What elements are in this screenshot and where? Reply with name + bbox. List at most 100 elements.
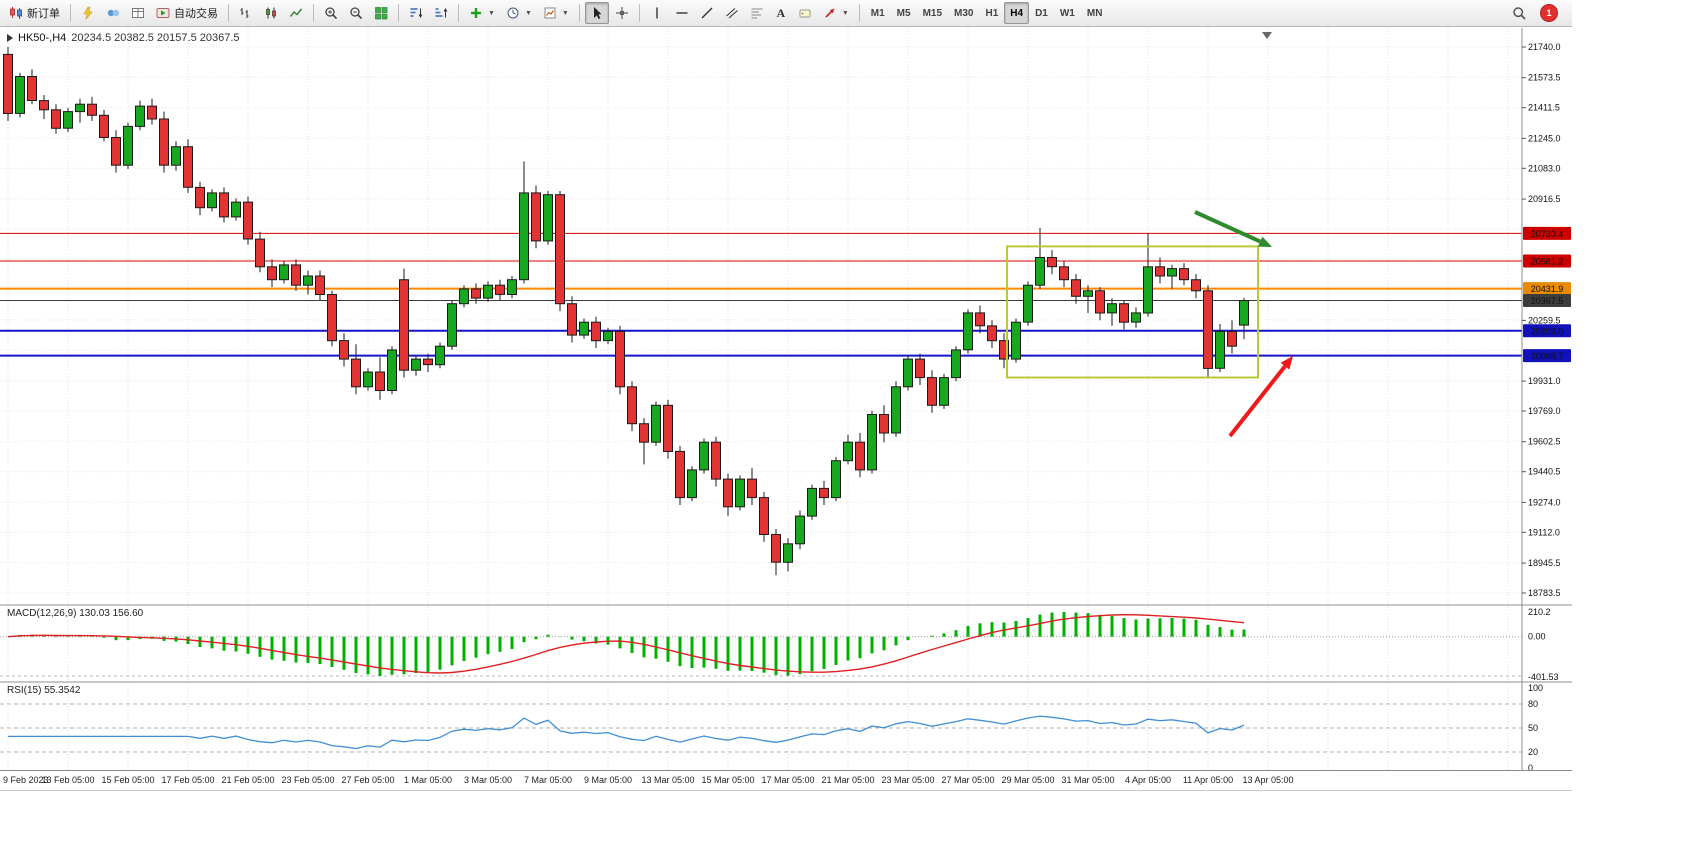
autotrading-label: 自动交易 — [174, 8, 218, 20]
template-icon — [544, 7, 556, 19]
green-down-arrow[interactable] — [1194, 210, 1272, 247]
timeframe-button-w1[interactable]: W1 — [1054, 2, 1081, 24]
new-order-label: 新订单 — [27, 8, 60, 20]
vertical-line-tool-button[interactable] — [645, 2, 669, 24]
line-chart-button[interactable] — [284, 2, 308, 24]
fibonacci-icon — [751, 8, 763, 19]
zoom-out-button[interactable] — [344, 2, 368, 24]
zoom-out-icon — [350, 7, 363, 20]
notification-badge[interactable]: 1 — [1540, 4, 1558, 22]
candlestick-chart-button[interactable] — [259, 2, 283, 24]
highlight-box[interactable] — [1006, 245, 1259, 379]
notification-count: 1 — [1546, 8, 1552, 18]
new-order-icon — [10, 7, 22, 19]
text-tool-button[interactable]: A — [770, 2, 792, 24]
crosshair-button[interactable] — [610, 2, 634, 24]
time-axis-label: 17 Feb 05:00 — [161, 775, 215, 785]
timeframe-button-h4[interactable]: H4 — [1004, 2, 1030, 24]
autotrading-button[interactable]: 自动交易 — [151, 2, 223, 24]
time-axis-label: 9 Mar 05:00 — [583, 775, 633, 785]
templates-button[interactable]: ▼ — [538, 2, 574, 24]
timeframe-button-m1[interactable]: M1 — [865, 2, 891, 24]
periods-button[interactable]: ▼ — [501, 2, 537, 24]
price-scale-label: 20916.5 — [1528, 194, 1561, 204]
new-order-button[interactable]: 新订单 — [4, 2, 65, 24]
arrange-windows-button[interactable] — [404, 2, 428, 24]
time-axis-label: 1 Mar 05:00 — [403, 775, 453, 785]
time-axis-label: 21 Mar 05:00 — [821, 775, 875, 785]
candlestick-chart-icon — [266, 7, 276, 19]
fibonacci-tool-button[interactable] — [745, 2, 769, 24]
channel-tool-button[interactable] — [720, 2, 744, 24]
time-axis-label: 27 Mar 05:00 — [941, 775, 995, 785]
time-axis-label: 11 Apr 05:00 — [1182, 775, 1234, 785]
time-axis-label: 21 Feb 05:00 — [221, 775, 275, 785]
price-scale-label: 21740.0 — [1528, 42, 1561, 52]
price-scale-label: 19602.5 — [1528, 437, 1561, 447]
time-axis-label: 17 Mar 05:00 — [761, 775, 815, 785]
trendline-tool-button[interactable] — [695, 2, 719, 24]
zoom-in-button[interactable] — [319, 2, 343, 24]
metaeditor-icon — [83, 6, 93, 20]
rsi-scale-label: 0 — [1528, 763, 1533, 770]
zoom-in-icon — [325, 7, 338, 20]
time-axis-label: 4 Apr 05:00 — [1124, 775, 1172, 785]
timeframe-group: M1 M5 M15 M30 H1 H4 D1 W1 MN — [865, 2, 1109, 24]
add-indicator-icon — [471, 8, 481, 18]
search-button[interactable] — [1507, 2, 1532, 24]
arrows-tool-button[interactable]: ▼ — [818, 2, 854, 24]
macd-histogram — [18, 612, 1246, 676]
timeframe-button-m30[interactable]: M30 — [948, 2, 979, 24]
chart-canvas[interactable]: 21740.0 21573.5 21411.5 21245.0 21083.0 20916… — [0, 28, 1572, 770]
metaeditor-button[interactable] — [76, 2, 100, 24]
label-tool-button[interactable] — [793, 2, 817, 24]
horizontal-line-tool-button[interactable] — [670, 2, 694, 24]
timeframe-button-d1[interactable]: D1 — [1029, 2, 1054, 24]
add-indicator-button[interactable]: ▼ — [464, 2, 500, 24]
time-axis-label: 15 Mar 05:00 — [701, 775, 755, 785]
red-up-arrow[interactable] — [1228, 356, 1293, 438]
data-window-icon — [132, 8, 144, 18]
chart-shift-marker[interactable] — [1262, 32, 1272, 39]
dropdown-caret-icon: ▼ — [488, 9, 495, 17]
price-line-badge: 20431.9 — [1531, 284, 1564, 294]
text-tool-icon: A — [776, 5, 786, 20]
price-scale[interactable] — [1522, 28, 1572, 770]
price-line-badge: 20730.4 — [1531, 229, 1564, 239]
tile-windows-button[interactable] — [369, 2, 393, 24]
bar-chart-button[interactable] — [234, 2, 258, 24]
macd-signal-line — [7, 613, 1245, 674]
rsi-scale-label: 20 — [1528, 747, 1538, 757]
rsi-scale-label: 80 — [1528, 699, 1538, 709]
cascade-windows-button[interactable] — [429, 2, 453, 24]
time-axis[interactable]: 9 Feb 2023 13 Feb 05:00 15 Feb 05:00 17 Feb… — [0, 770, 1572, 791]
cascade-windows-icon — [435, 8, 448, 18]
timeframe-button-m15[interactable]: M15 — [917, 2, 948, 24]
toolbar-separator — [578, 4, 580, 22]
price-scale-label: 19931.0 — [1528, 376, 1561, 386]
toolbar-separator — [398, 4, 399, 22]
timeframe-button-m5[interactable]: M5 — [891, 2, 917, 24]
price-scale-label: 21411.5 — [1528, 103, 1560, 113]
data-window-button[interactable] — [126, 2, 150, 24]
time-axis-label: 27 Feb 05:00 — [341, 775, 395, 785]
profiles-button[interactable] — [101, 2, 125, 24]
arrange-windows-icon — [410, 8, 423, 18]
cursor-button[interactable] — [584, 2, 609, 24]
toolbar-separator — [313, 4, 314, 22]
price-line-badge: 20203.0 — [1531, 326, 1564, 336]
toolbar-separator — [458, 4, 459, 22]
time-axis-label: 13 Mar 05:00 — [641, 775, 695, 785]
time-axis-label: 31 Mar 05:00 — [1061, 775, 1115, 785]
vertical-line-icon — [656, 7, 658, 19]
timeframe-button-h1[interactable]: H1 — [979, 2, 1004, 24]
timeframe-button-mn[interactable]: MN — [1081, 2, 1109, 24]
time-axis-label: 23 Feb 05:00 — [281, 775, 335, 785]
toolbar: 新订单 自动交易 — [0, 0, 1572, 27]
price-scale-label: 19274.0 — [1528, 497, 1561, 507]
profiles-icon — [107, 9, 120, 17]
time-axis-label: 9 Feb 2023 — [3, 775, 49, 785]
toolbar-separator — [638, 4, 640, 22]
price-scale-label: 18783.5 — [1528, 588, 1561, 598]
time-axis-label: 29 Mar 05:00 — [1001, 775, 1055, 785]
